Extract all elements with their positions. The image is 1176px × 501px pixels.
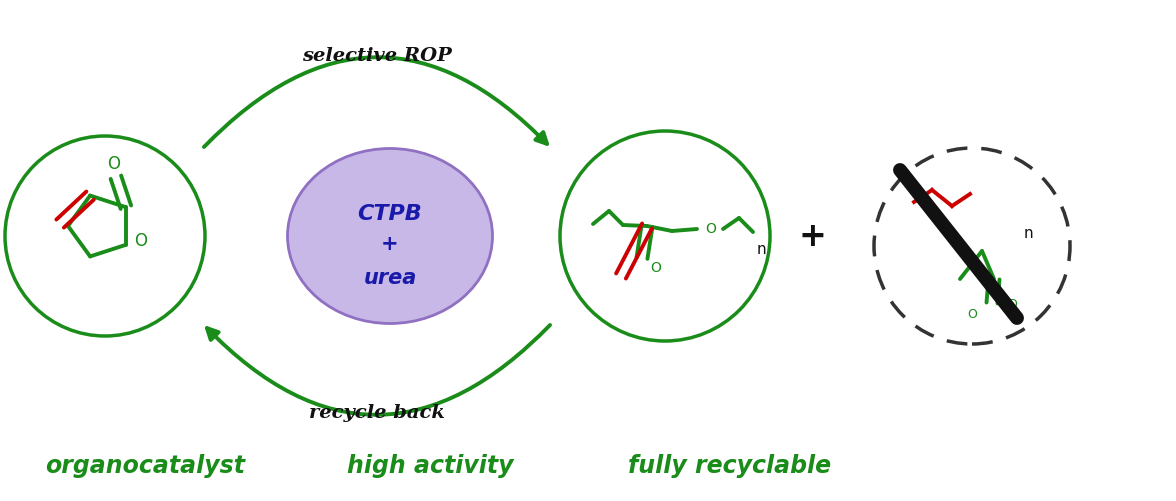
- Text: fully recyclable: fully recyclable: [628, 454, 831, 478]
- Text: CTPB: CTPB: [358, 204, 422, 224]
- Text: O: O: [967, 309, 977, 322]
- Text: high activity: high activity: [347, 454, 513, 478]
- FancyArrowPatch shape: [203, 57, 547, 147]
- Text: +: +: [799, 219, 826, 253]
- Text: O: O: [107, 155, 120, 173]
- FancyArrowPatch shape: [207, 325, 550, 415]
- Ellipse shape: [287, 148, 493, 324]
- Text: selective ROP: selective ROP: [302, 47, 452, 65]
- Text: recycle back: recycle back: [309, 404, 445, 422]
- Text: +: +: [381, 234, 399, 254]
- Text: n: n: [757, 242, 767, 257]
- Text: organocatalyst: organocatalyst: [45, 454, 245, 478]
- Text: n: n: [1024, 226, 1034, 241]
- Text: O: O: [1007, 299, 1017, 312]
- Text: O: O: [650, 261, 661, 275]
- Text: O: O: [706, 222, 716, 236]
- Text: urea: urea: [363, 268, 416, 288]
- Text: O: O: [134, 232, 147, 250]
